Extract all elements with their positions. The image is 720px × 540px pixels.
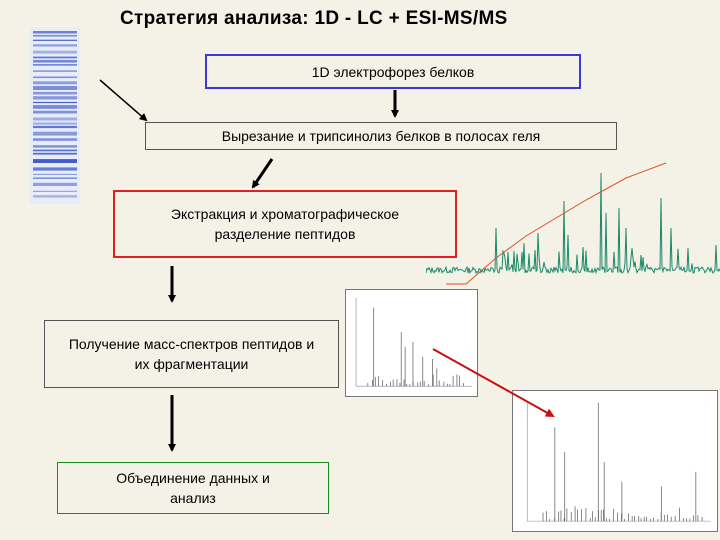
arrow-excision-to-extraction [251, 158, 274, 189]
slide-title: Стратегия анализа: 1D - LC + ESI-MS/MS [120, 8, 508, 29]
step-excision-box: Вырезание и трипсинолиз белков в полосах… [145, 122, 617, 150]
arrow-ms-to-msms [432, 348, 555, 417]
arrow-gel-to-excision [99, 79, 148, 122]
step-extraction-label: Экстракция и хроматографическое разделен… [170, 206, 400, 242]
step-analysis-label: Объединение данных и анализ [116, 470, 270, 506]
step-ms-spectra-label: Получение масс-спектров пептидов и их фр… [68, 336, 315, 372]
gel-image-icon [30, 27, 80, 204]
step-excision-label: Вырезание и трипсинолиз белков в полосах… [221, 128, 541, 144]
step-analysis-box: Объединение данных и анализ [57, 462, 329, 514]
mass-spectrum-icon [345, 289, 478, 397]
step-electrophoresis-box: 1D электрофорез белков [205, 54, 581, 89]
step-ms-spectra-box: Получение масс-спектров пептидов и их фр… [44, 320, 339, 388]
step-extraction-box: Экстракция и хроматографическое разделен… [113, 190, 457, 258]
step-electrophoresis-label: 1D электрофорез белков [311, 63, 475, 80]
chromatogram-icon [426, 162, 720, 285]
